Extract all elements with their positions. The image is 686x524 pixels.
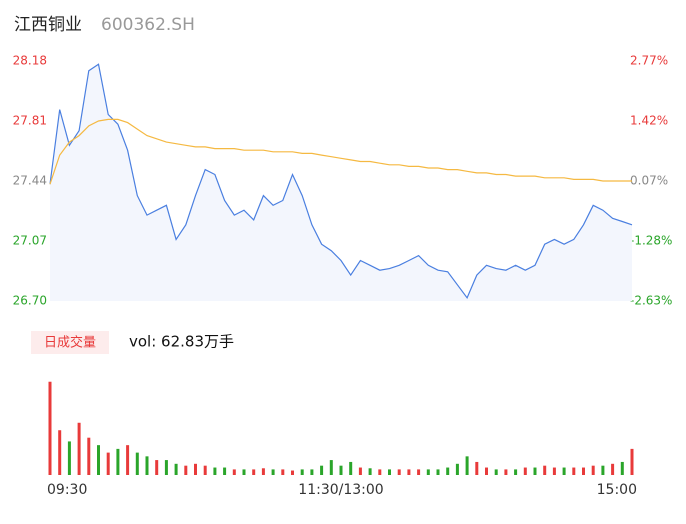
y2-tick-label: 2.77% xyxy=(630,54,668,68)
volume-bar xyxy=(426,469,430,475)
volume-bar xyxy=(368,468,372,475)
volume-bar xyxy=(106,452,110,475)
volume-bar xyxy=(271,469,275,475)
volume-bar xyxy=(620,461,624,475)
y2-tick-label: -2.63% xyxy=(630,294,672,308)
volume-bar xyxy=(174,463,178,475)
volume-bar xyxy=(223,467,227,475)
volume-button[interactable]: 日成交量 xyxy=(44,335,96,351)
y2-tick-label: 1.42% xyxy=(630,114,668,128)
volume-bar xyxy=(252,469,256,475)
volume-bar xyxy=(203,465,207,475)
volume-bar xyxy=(378,469,382,475)
volume-bar xyxy=(164,460,168,475)
volume-bar xyxy=(358,467,362,475)
y-tick-label: 27.44 xyxy=(13,174,47,188)
volume-bar xyxy=(465,456,469,475)
volume-bar xyxy=(475,461,479,475)
volume-bar xyxy=(494,469,498,475)
volume-bar xyxy=(514,469,518,475)
volume-bar xyxy=(591,465,595,475)
volume-bar xyxy=(77,422,81,475)
volume-bar xyxy=(329,460,333,475)
volume-bar xyxy=(417,469,421,475)
volume-bar xyxy=(552,467,556,475)
volume-bar xyxy=(397,469,401,475)
volume-bar xyxy=(320,465,324,475)
volume-bar xyxy=(87,437,91,475)
volume-bar xyxy=(533,467,537,475)
volume-bar xyxy=(611,463,615,475)
volume-bar xyxy=(97,445,100,475)
x-tick-label: 11:30/13:00 xyxy=(298,482,383,498)
volume-bar xyxy=(582,467,585,475)
volume-bar xyxy=(242,469,246,475)
volume-bar xyxy=(281,469,285,475)
volume-bar xyxy=(184,465,188,475)
y-tick-label: 27.07 xyxy=(13,234,47,248)
x-tick-label: 09:30 xyxy=(47,482,87,498)
volume-bar xyxy=(135,452,139,475)
y-tick-label: 28.18 xyxy=(13,54,47,68)
volume-bar xyxy=(310,469,314,475)
x-tick-label: 15:00 xyxy=(597,482,637,498)
volume-bar xyxy=(630,448,634,475)
volume-bar xyxy=(126,445,130,475)
volume-bar xyxy=(155,460,159,475)
volume-bar xyxy=(485,467,488,475)
volume-bar xyxy=(388,469,391,475)
stock-name: 江西铜业 xyxy=(14,15,82,35)
volume-bar xyxy=(48,381,52,475)
price-line xyxy=(49,63,633,299)
volume-bar xyxy=(116,448,120,475)
volume-bar xyxy=(543,465,547,475)
volume-bar xyxy=(300,469,304,475)
volume-bar xyxy=(58,430,62,475)
average-line xyxy=(49,118,632,185)
volume-bar xyxy=(523,467,527,475)
y2-tick-label: 0.07% xyxy=(630,174,668,188)
volume-bar xyxy=(145,456,149,475)
volume-bar xyxy=(504,469,508,475)
y2-tick-label: -1.28% xyxy=(630,234,672,248)
volume-bar xyxy=(446,467,450,475)
volume-bar xyxy=(67,441,71,475)
volume-bar xyxy=(213,467,217,475)
volume-bar xyxy=(261,468,265,475)
volume-bar xyxy=(232,469,236,475)
volume-summary: vol: 62.83万手 xyxy=(129,333,234,351)
y-tick-label: 27.81 xyxy=(13,114,47,128)
y-tick-label: 26.70 xyxy=(13,294,47,308)
volume-bar xyxy=(572,467,576,475)
volume-bar xyxy=(339,465,343,475)
volume-bar xyxy=(407,469,411,475)
volume-bar xyxy=(291,470,294,475)
volume-button-bg[interactable] xyxy=(31,331,109,354)
stock-code: 600362.SH xyxy=(101,15,195,35)
volume-bar xyxy=(194,463,197,475)
price-area xyxy=(50,64,632,301)
volume-bar xyxy=(455,463,459,475)
volume-bar xyxy=(436,469,440,475)
volume-bar xyxy=(601,465,605,475)
volume-bar xyxy=(562,467,566,475)
volume-bar xyxy=(349,461,353,475)
